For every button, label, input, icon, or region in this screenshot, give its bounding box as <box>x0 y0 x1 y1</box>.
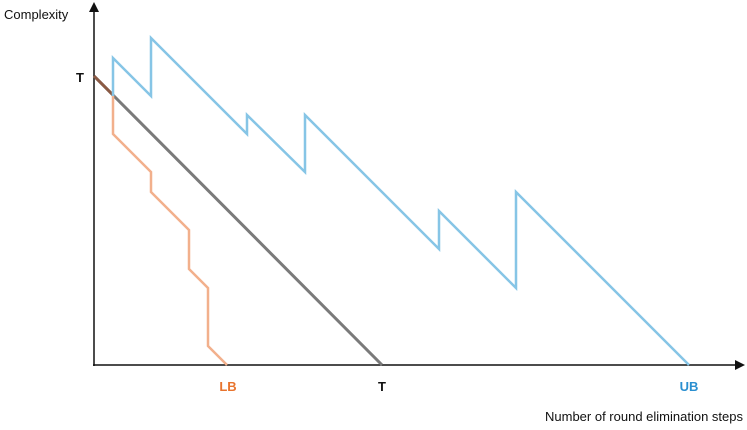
x-tick-label: UB <box>680 379 699 394</box>
x-axis-label: Number of round elimination steps <box>545 409 743 424</box>
x-tick-label: LB <box>219 379 236 394</box>
t-line <box>92 74 384 367</box>
overlap-segment <box>92 74 115 97</box>
y-axis-label: Complexity <box>4 7 69 22</box>
x-tick-label: T <box>378 379 386 394</box>
lb-curve <box>111 95 228 366</box>
y-tick-label: T <box>76 70 84 85</box>
ub-curve <box>111 34 690 366</box>
